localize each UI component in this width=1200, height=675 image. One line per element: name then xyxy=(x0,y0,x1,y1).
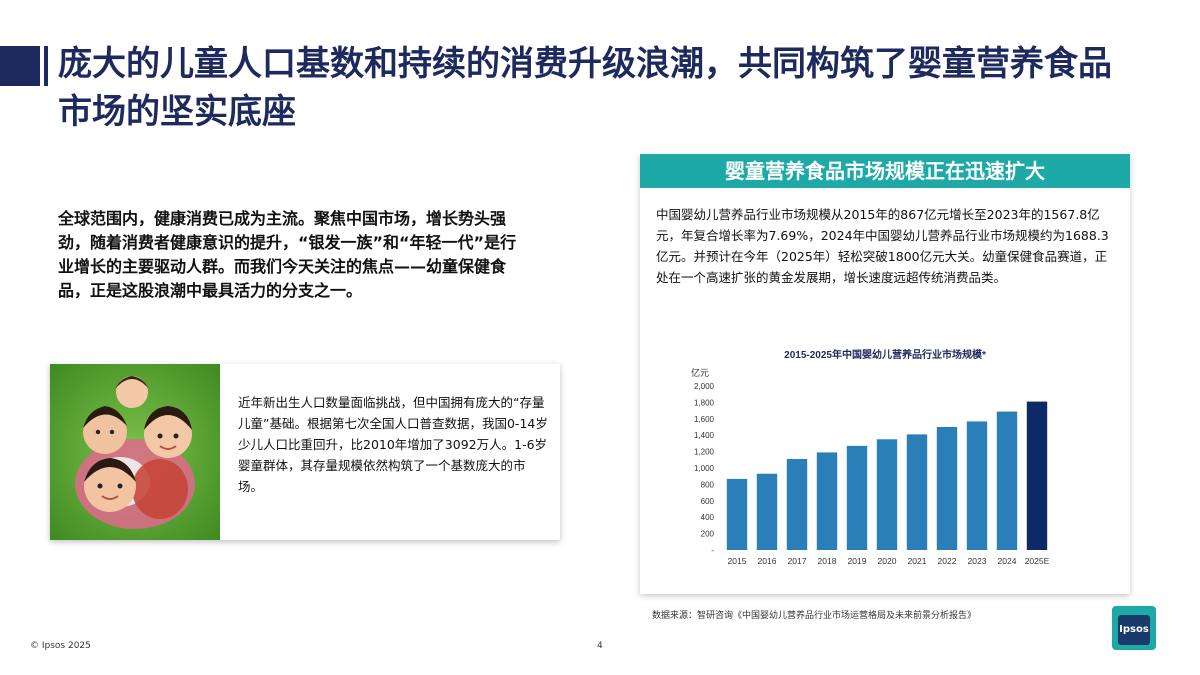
chart-title: 2015-2025年中国婴幼儿营养品行业市场规模* xyxy=(784,348,986,361)
data-source-note: 数据来源：智研咨询《中国婴幼儿营养品行业市场运营格局及未来前景分析报告》 xyxy=(652,611,977,621)
bar-2019 xyxy=(846,445,868,550)
x-tick-label: 2018 xyxy=(818,556,837,566)
bar-2020 xyxy=(876,439,898,550)
x-tick-label: 2019 xyxy=(848,556,867,566)
children-photo xyxy=(50,364,220,540)
y-tick-label: 600 xyxy=(701,497,715,506)
market-size-bar-chart: 2015-2025年中国婴幼儿营养品行业市场规模* 亿元 - 200 400 600 8… xyxy=(691,348,1050,566)
ipsos-logo-text: Ipsos xyxy=(1118,615,1150,645)
title-accent-block xyxy=(0,46,40,86)
market-panel-text: 中国婴幼儿营养品行业市场规模从2015年的867亿元增长至2023年的1567.… xyxy=(656,207,1109,285)
x-tick-label: 2023 xyxy=(968,556,987,566)
x-tick-label: 2024 xyxy=(998,556,1017,566)
chart-y-unit: 亿元 xyxy=(691,367,709,378)
y-tick-label: 400 xyxy=(701,513,715,522)
x-tick-label: 2025E xyxy=(1025,556,1050,566)
y-tick-label: 800 xyxy=(701,480,715,489)
bar-2017 xyxy=(786,458,808,550)
children-info-card: 近年新出生人口数量面临挑战，但中国拥有庞大的“存量儿童”基础。根据第七次全国人口… xyxy=(50,364,560,540)
x-tick-label: 2020 xyxy=(878,556,897,566)
bar-2025E xyxy=(1026,401,1048,550)
bar-2015 xyxy=(726,478,748,550)
bar-2016 xyxy=(756,473,778,550)
bar-2021 xyxy=(906,434,928,550)
intro-paragraph: 全球范围内，健康消费已成为主流。聚焦中国市场，增长势头强劲，随着消费者健康意识的… xyxy=(58,209,517,300)
y-tick-label: 2,000 xyxy=(694,382,715,391)
y-tick-label: 1,400 xyxy=(694,431,715,440)
x-tick-label: 2017 xyxy=(788,556,807,566)
children-info-text: 近年新出生人口数量面临挑战，但中国拥有庞大的“存量儿童”基础。根据第七次全国人口… xyxy=(238,395,548,494)
y-tick-label: 1,200 xyxy=(694,448,715,457)
ipsos-logo: Ipsos xyxy=(1112,606,1156,650)
x-tick-label: 2015 xyxy=(728,556,747,566)
market-panel-header: 婴童营养食品市场规模正在迅速扩大 xyxy=(640,154,1130,188)
market-panel: 婴童营养食品市场规模正在迅速扩大 中国婴幼儿营养品行业市场规模从2015年的86… xyxy=(640,154,1130,594)
y-tick-label: 1,600 xyxy=(694,415,715,424)
y-tick-label: 200 xyxy=(701,530,715,539)
x-tick-label: 2022 xyxy=(938,556,957,566)
bar-2022 xyxy=(936,427,958,550)
y-tick-label: 1,800 xyxy=(694,398,715,407)
copyright-footer: © Ipsos 2025 xyxy=(30,641,91,651)
bar-2018 xyxy=(816,452,838,550)
x-tick-label: 2021 xyxy=(908,556,927,566)
bar-2024 xyxy=(996,411,1018,550)
bar-2023 xyxy=(966,421,988,550)
x-tick-label: 2016 xyxy=(758,556,777,566)
page-number: 4 xyxy=(597,641,603,651)
y-tick-label: - xyxy=(711,546,714,555)
page-title: 庞大的儿童人口基数和持续的消费升级浪潮，共同构筑了婴童营养食品市场的坚实底座 xyxy=(58,44,1112,132)
title-accent-line xyxy=(44,46,48,86)
y-tick-label: 1,000 xyxy=(694,464,715,473)
